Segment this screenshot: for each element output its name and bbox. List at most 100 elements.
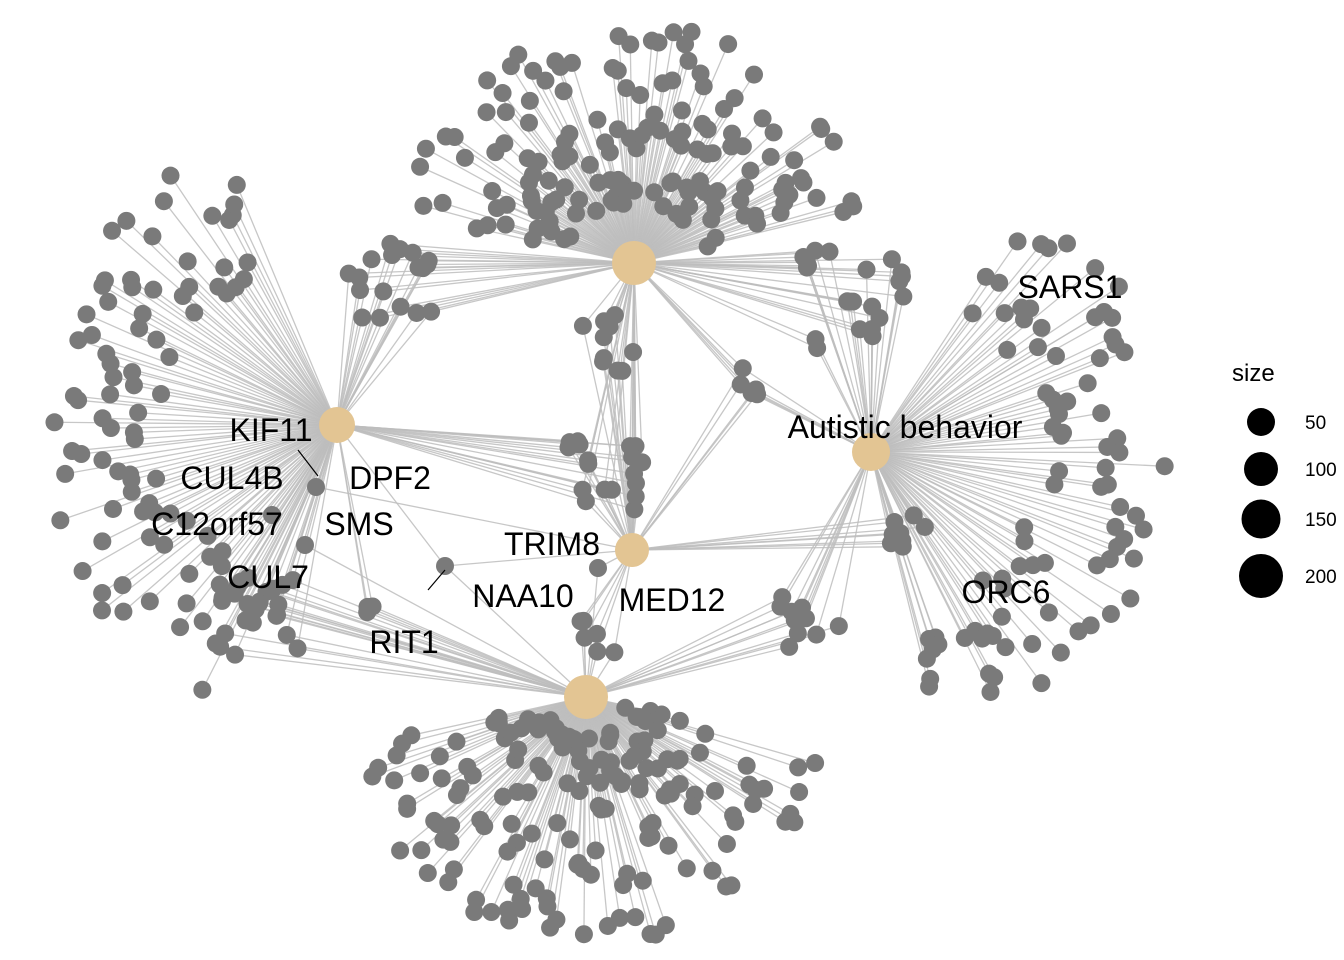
gene-node: [600, 143, 619, 162]
gene-node: [785, 151, 804, 170]
gene-node: [185, 303, 204, 322]
category-nodes: [319, 241, 890, 719]
label-sms: SMS: [324, 506, 393, 542]
gene-node: [574, 925, 593, 944]
gene-node: [64, 387, 83, 406]
edge: [870, 343, 1116, 453]
gene-node: [1039, 239, 1058, 258]
edge: [870, 451, 1025, 542]
edge: [870, 451, 1098, 566]
gene-node: [414, 196, 433, 215]
edge: [118, 424, 338, 473]
gene-node: [511, 889, 530, 908]
gene-node: [717, 834, 736, 853]
gene-node: [495, 134, 514, 153]
labelled-gene-node: [296, 536, 314, 554]
edge: [870, 451, 1165, 467]
gene-node: [411, 157, 430, 176]
gene-node: [225, 195, 244, 214]
gene-node: [477, 103, 496, 122]
gene-node: [694, 77, 713, 96]
gene-node: [614, 876, 633, 895]
edge: [870, 451, 1125, 540]
leader-line-kif11: [297, 449, 319, 477]
gene-node: [1008, 232, 1027, 251]
gene-node: [731, 375, 750, 394]
edge: [142, 424, 338, 513]
edge: [633, 95, 641, 264]
gene-node: [737, 756, 756, 775]
gene-node: [277, 625, 296, 644]
edge: [444, 549, 633, 567]
edge: [585, 606, 803, 698]
gene-node: [929, 635, 948, 654]
edge: [444, 565, 587, 698]
edge: [138, 327, 338, 426]
gene-node: [1124, 549, 1143, 568]
gene-node: [621, 35, 640, 54]
edge: [169, 175, 338, 426]
edge: [186, 424, 338, 604]
gene-node: [703, 144, 722, 163]
gene-node: [575, 628, 594, 647]
edge: [755, 388, 872, 453]
edge: [170, 424, 338, 515]
hub-top: [612, 241, 656, 285]
gene-node: [73, 562, 92, 581]
edge: [359, 262, 635, 279]
gene-node: [679, 51, 698, 70]
edge: [393, 696, 587, 781]
gene-node: [1078, 374, 1097, 393]
gene-node: [717, 877, 736, 896]
gene-node: [130, 319, 149, 338]
gene-node: [829, 617, 848, 636]
edge: [272, 424, 338, 589]
gene-node: [617, 79, 636, 98]
gene-node: [558, 774, 577, 793]
edge: [304, 544, 587, 698]
edge: [794, 451, 872, 621]
edge: [130, 424, 338, 476]
gene-node: [683, 797, 702, 816]
edge: [367, 606, 587, 698]
label-sars1: SARS1: [1018, 269, 1123, 305]
gene-node: [77, 305, 96, 324]
edge: [870, 451, 1135, 560]
edge: [111, 230, 338, 426]
edge: [400, 262, 635, 308]
gene-node: [147, 469, 166, 488]
gene-node: [630, 780, 649, 799]
edge: [233, 204, 338, 426]
gene-node: [508, 782, 527, 801]
edge: [870, 451, 1106, 469]
gene-node: [574, 611, 593, 630]
gene-node: [789, 758, 808, 777]
gene-node: [992, 607, 1011, 626]
gene-node: [430, 747, 449, 766]
gene-node: [633, 871, 652, 890]
edge: [276, 614, 587, 698]
gene-node: [641, 925, 660, 944]
gene-node: [955, 628, 974, 647]
gene-node: [520, 91, 539, 110]
edge: [101, 424, 338, 611]
gene-node: [702, 210, 721, 229]
gene-node: [391, 297, 410, 316]
edge: [870, 281, 900, 453]
gene-node: [478, 216, 497, 235]
gene-node: [589, 796, 608, 815]
edge: [101, 424, 338, 594]
gene-node: [626, 908, 645, 927]
gene-node: [374, 282, 393, 301]
gene-node: [655, 786, 674, 805]
gene-node: [890, 272, 909, 291]
gene-node: [268, 605, 287, 624]
edge: [631, 389, 757, 551]
edge: [133, 424, 338, 434]
label-med12: MED12: [619, 582, 726, 618]
gene-node: [663, 71, 682, 90]
gene-node: [496, 103, 515, 122]
gene-node: [390, 240, 409, 259]
edge: [613, 549, 633, 653]
